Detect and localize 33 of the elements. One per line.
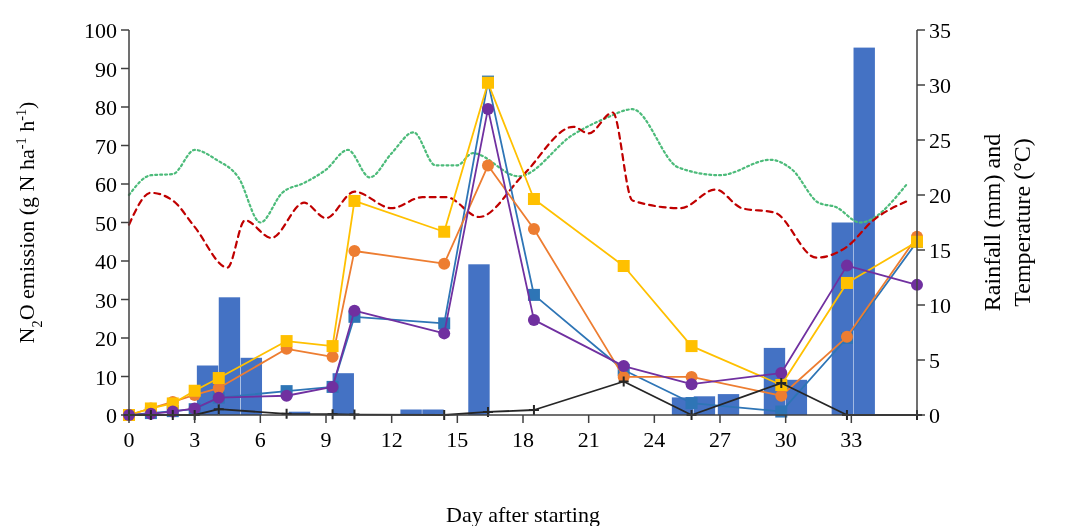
x-tick-label: 27 [709,427,731,452]
y-tick-label: 50 [95,210,117,236]
y2-axis-title: Rainfall (mm) and Temperature (°C) [979,133,1035,312]
x-tick-label: 33 [840,427,863,452]
y2-tick-label: 10 [929,293,951,318]
x-tick-label: 12 [380,427,403,452]
x-tick-label: 24 [643,427,666,452]
y2-tick-label: 5 [929,348,940,373]
y-tick-label: 20 [95,326,117,351]
y-tick-label: 60 [95,172,117,197]
x-tick-label: 15 [446,427,469,452]
y-tick-label: 100 [84,18,117,43]
y2-tick-label: 30 [929,73,951,98]
y2-tick-label: 0 [929,403,940,428]
x-tick-label: 0 [123,427,135,452]
x-tick-label: 6 [254,427,266,452]
y2-tick-label: 35 [929,18,951,43]
y2-tick-label: 15 [929,238,951,263]
x-tick-label: 30 [774,427,797,452]
y2-tick-label: 25 [929,128,951,153]
y-tick-label: 70 [95,133,117,159]
y-tick-label: 0 [106,403,117,428]
y-tick-label: 30 [95,287,117,313]
y-tick-label: 40 [95,249,117,274]
x-axis-title: Day after starting [446,502,600,526]
y2-tick-label: 20 [929,183,951,208]
x-tick-label: 9 [320,427,332,452]
x-tick-label: 21 [577,427,600,452]
x-tick-label: 18 [512,427,534,452]
x-tick-label: 3 [189,427,201,452]
y-tick-label: 90 [95,56,117,82]
y-tick-label: 80 [95,95,117,120]
y-tick-label: 10 [95,364,117,390]
